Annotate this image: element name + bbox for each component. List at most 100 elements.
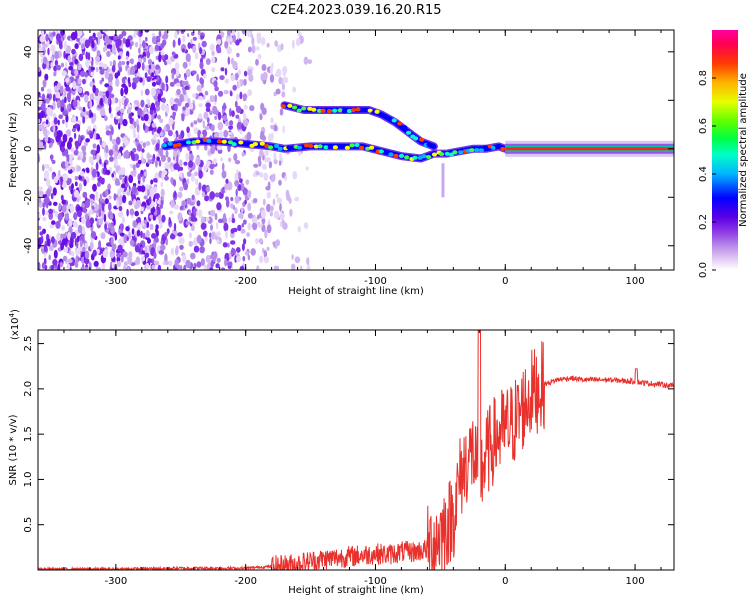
noise-speckle xyxy=(306,264,311,270)
noise-speckle xyxy=(77,30,83,37)
noise-speckle xyxy=(185,53,191,62)
noise-speckle xyxy=(203,73,207,79)
noise-speckle xyxy=(77,224,83,234)
noise-speckle xyxy=(102,94,106,102)
noise-speckle xyxy=(111,44,116,55)
noise-speckle xyxy=(42,127,48,137)
noise-speckle xyxy=(224,121,230,126)
noise-speckle xyxy=(235,39,240,46)
noise-speckle xyxy=(186,171,192,177)
noise-speckle xyxy=(200,222,207,230)
noise-speckle xyxy=(179,186,184,192)
noise-speckle xyxy=(58,40,63,49)
noise-speckle xyxy=(201,184,207,193)
noise-speckle xyxy=(216,231,221,237)
noise-speckle xyxy=(202,120,206,129)
noise-speckle xyxy=(169,97,174,107)
noise-speckle xyxy=(105,169,111,175)
noise-speckle xyxy=(117,55,121,60)
trace-blob xyxy=(231,142,237,147)
noise-speckle xyxy=(164,253,168,263)
noise-speckle xyxy=(203,264,208,270)
noise-speckle xyxy=(76,235,80,243)
snr-frame xyxy=(37,329,675,571)
noise-speckle xyxy=(289,208,293,217)
noise-speckle xyxy=(144,30,150,33)
noise-speckle xyxy=(169,81,175,87)
noise-speckle xyxy=(198,182,202,191)
noise-speckle xyxy=(111,261,115,269)
noise-speckle xyxy=(225,199,230,208)
noise-speckle xyxy=(204,125,210,130)
noise-speckle xyxy=(258,159,262,167)
noise-speckle xyxy=(136,61,141,69)
noise-speckle xyxy=(43,243,47,253)
noise-speckle xyxy=(155,64,160,70)
noise-speckle xyxy=(256,35,262,44)
noise-speckle xyxy=(157,264,162,270)
noise-speckle xyxy=(303,222,309,229)
noise-speckle xyxy=(212,255,216,263)
noise-speckle xyxy=(81,225,86,235)
trace-blob xyxy=(469,148,475,153)
noise-speckle xyxy=(50,154,53,162)
noise-speckle xyxy=(116,199,119,209)
trace-blob xyxy=(404,155,410,160)
trace-blob xyxy=(378,113,384,118)
noise-speckle xyxy=(231,110,235,117)
noise-speckle xyxy=(205,254,211,263)
noise-speckle xyxy=(38,213,41,219)
noise-speckle xyxy=(236,247,241,253)
noise-speckle xyxy=(184,85,190,90)
noise-speckle xyxy=(44,170,50,180)
noise-speckle xyxy=(216,239,220,245)
noise-speckle xyxy=(154,193,160,200)
noise-speckle xyxy=(144,88,150,96)
noise-speckle xyxy=(226,261,233,267)
noise-speckle xyxy=(111,243,117,250)
noise-speckle xyxy=(127,77,131,84)
noise-speckle xyxy=(251,36,255,46)
noise-speckle xyxy=(278,160,282,166)
trace-blob xyxy=(369,145,375,150)
noise-speckle xyxy=(90,60,94,67)
noise-speckle xyxy=(211,67,216,73)
noise-speckle xyxy=(196,261,202,268)
noise-speckle xyxy=(160,181,164,188)
noise-speckle xyxy=(68,250,72,256)
noise-speckle xyxy=(122,178,125,185)
noise-speckle xyxy=(48,208,53,215)
noise-speckle xyxy=(183,93,189,101)
trace-blob xyxy=(360,107,367,112)
trace-blob xyxy=(339,144,345,149)
noise-speckle xyxy=(56,64,61,71)
noise-speckle xyxy=(120,87,124,97)
noise-speckle xyxy=(217,48,222,54)
noise-speckle xyxy=(167,129,173,137)
noise-speckle xyxy=(296,30,300,35)
noise-speckle xyxy=(243,238,247,245)
noise-speckle xyxy=(198,209,203,218)
noise-speckle xyxy=(129,124,135,130)
noise-speckle xyxy=(60,176,63,186)
noise-speckle xyxy=(140,230,143,239)
trace-blob xyxy=(478,148,484,153)
noise-speckle xyxy=(96,248,100,254)
trace-blob xyxy=(344,145,350,150)
noise-speckle xyxy=(155,224,159,230)
noise-speckle xyxy=(151,233,157,239)
noise-speckle xyxy=(136,143,142,152)
noise-speckle xyxy=(204,144,208,151)
noise-speckle xyxy=(88,198,94,204)
noise-speckle xyxy=(80,266,85,270)
noise-speckle xyxy=(198,170,203,179)
noise-speckle xyxy=(84,94,89,103)
noise-speckle xyxy=(57,213,63,222)
noise-speckle xyxy=(38,261,41,270)
noise-speckle xyxy=(65,129,72,137)
noise-speckle xyxy=(99,158,102,165)
noise-speckle xyxy=(214,213,218,221)
trace-blob xyxy=(402,125,408,130)
noise-speckle xyxy=(188,160,194,168)
noise-speckle xyxy=(252,173,257,177)
